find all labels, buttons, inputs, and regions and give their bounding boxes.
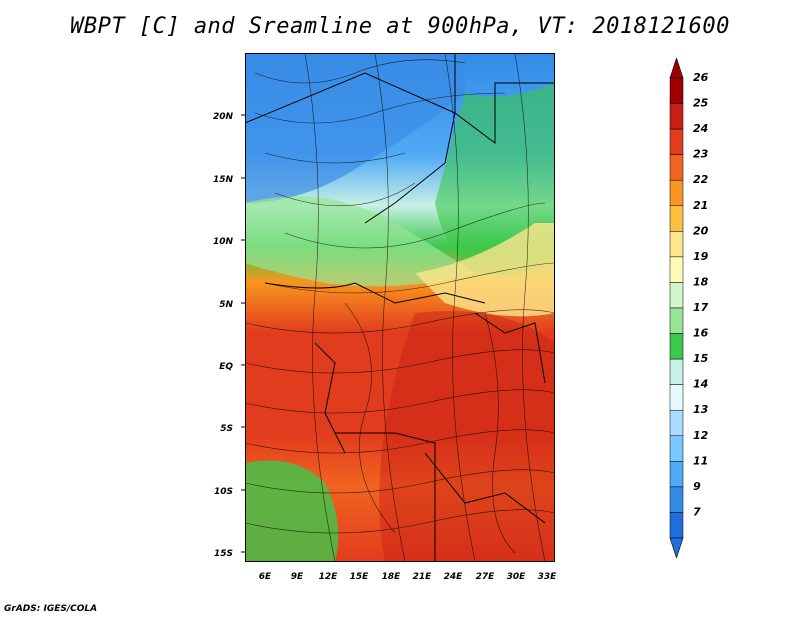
lon-tick-6e: 6E <box>259 572 272 582</box>
colorbar-label: 18 <box>693 275 709 288</box>
lat-tick-eq: EQ <box>219 362 233 372</box>
lon-tick-21e: 21E <box>413 572 433 582</box>
lon-tick-18e: 18E <box>382 572 402 582</box>
colorbar-swatch <box>669 205 684 232</box>
colorbar-label: 22 <box>693 173 709 186</box>
lat-tick-15n: 15N <box>213 175 234 185</box>
colorbar-swatch <box>669 333 684 360</box>
colorbar-labels: 26 25 24 23 22 21 20 19 18 17 16 15 14 13 12 11 9 7 <box>693 71 709 518</box>
colorbar-swatch <box>669 384 684 411</box>
pale-yellow-patch <box>415 223 555 317</box>
colorbar-label: 13 <box>693 403 709 416</box>
colorbar-swatch <box>669 103 684 130</box>
light-green-band <box>245 196 475 287</box>
colorbar-swatch <box>669 307 684 334</box>
lat-tick-20n: 20N <box>213 112 234 122</box>
colorbar-swatch <box>669 179 684 207</box>
lon-tick-33e: 33E <box>538 572 558 582</box>
colorbar-bottom-arrow <box>669 537 684 558</box>
lon-tick-30e: 30E <box>507 572 527 582</box>
colorbar-swatch <box>669 128 684 155</box>
lon-tick-12e: 12E <box>319 572 339 582</box>
colorbar-label: 24 <box>693 122 708 135</box>
colorbar-swatch <box>669 282 684 309</box>
lon-tick-24e: 24E <box>444 572 464 582</box>
southwest-green-region <box>245 460 339 562</box>
lon-tick-9e: 9E <box>291 572 304 582</box>
colorbar-label: 16 <box>693 327 709 340</box>
colorbar-swatch <box>669 231 684 258</box>
lat-tick-10n: 10N <box>213 237 234 247</box>
colorbar-top-arrow <box>669 58 684 79</box>
map-title: WBPT [C] and Sreamline at 900hPa, VT: 20… <box>70 14 730 39</box>
east-red-region <box>379 311 555 562</box>
colorbar-swatch <box>669 358 684 385</box>
colorbar-label: 19 <box>693 250 709 263</box>
lon-ticks: 6E 9E 12E 15E 18E 21E 24E 27E 30E 33E <box>259 572 557 582</box>
lon-tick-27e: 27E <box>476 572 496 582</box>
colorbar-swatch <box>669 77 684 104</box>
colorbar-label: 25 <box>693 97 709 110</box>
colorbar-swatch <box>669 409 684 437</box>
lat-tick-5n: 5N <box>219 300 233 310</box>
country-borders <box>245 53 555 562</box>
colorbar-label: 20 <box>693 224 709 237</box>
colorbar-swatch <box>669 461 684 488</box>
colorbar-label: 14 <box>693 378 708 391</box>
lat-tick-15s: 15S <box>214 549 233 559</box>
lat-ticks: 20N 15N 10N 5N EQ 5S 10S 15S <box>213 112 245 559</box>
map-frame <box>245 53 555 562</box>
lat-tick-5s: 5S <box>220 424 233 434</box>
colorbar-label: 26 <box>693 71 709 84</box>
colorbar-swatch <box>669 154 684 181</box>
colorbar-label: 7 <box>693 505 701 518</box>
colorbar-label: 9 <box>693 480 701 493</box>
grads-credit: GrADS: IGES/COLA <box>4 604 98 614</box>
north-blue-region <box>245 53 465 203</box>
colorbar-label: 17 <box>693 301 709 314</box>
lat-tick-10s: 10S <box>214 487 233 497</box>
colorbar: 26 25 24 23 22 21 20 19 18 17 16 15 14 13 12 11 9 7 <box>669 58 709 558</box>
colorbar-label: 21 <box>693 199 708 212</box>
colorbar-swatches <box>669 58 684 558</box>
colorbar-swatch <box>669 512 684 539</box>
colorbar-label: 23 <box>693 148 709 161</box>
colorbar-label: 12 <box>693 429 709 442</box>
map-axes: 20N 15N 10N 5N EQ 5S 10S 15S 6E 9E 12E 1… <box>213 112 557 582</box>
colorbar-label: 15 <box>693 352 709 365</box>
map-panel <box>245 53 555 562</box>
colorbar-swatch <box>669 435 684 462</box>
colorbar-swatch <box>669 256 684 283</box>
colorbar-label: 11 <box>693 454 708 467</box>
colorbar-swatch <box>669 486 684 513</box>
streamlines <box>245 53 555 562</box>
lon-tick-15e: 15E <box>350 572 370 582</box>
